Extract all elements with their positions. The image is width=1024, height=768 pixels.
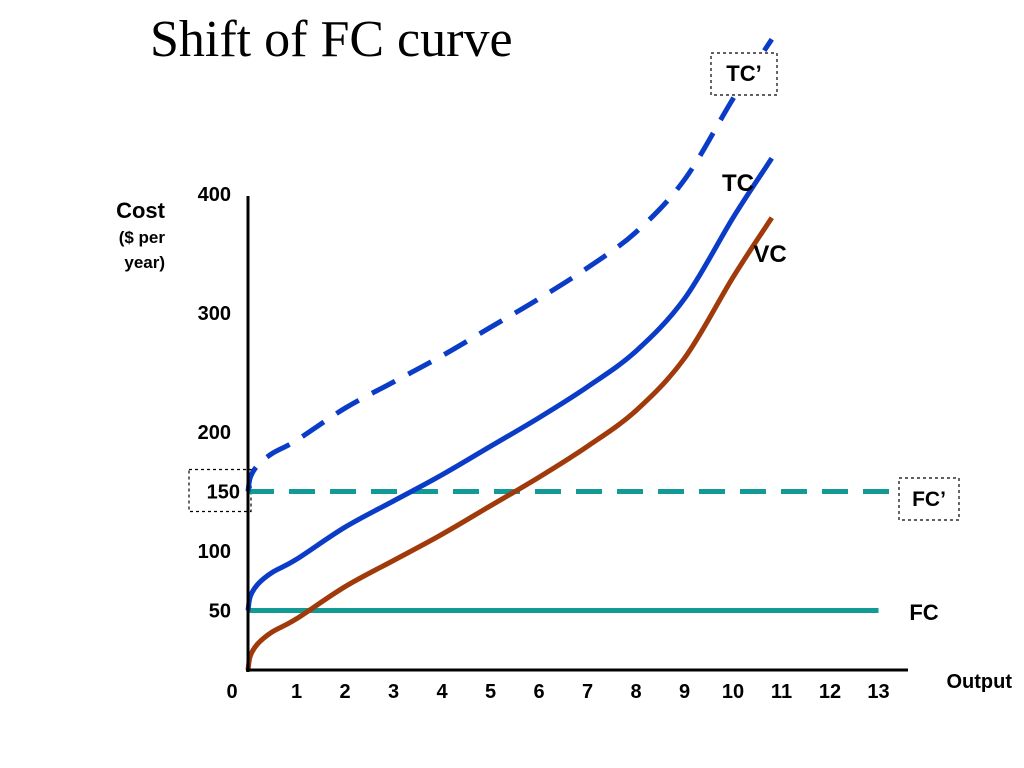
x-tick-label-1: 1 [291,681,302,703]
x-tick-label-3: 3 [388,681,399,703]
y-tick-label-100: 100 [198,541,231,563]
x-axis-label: Output [946,671,1012,693]
series-line-tc [245,156,774,611]
y-tick-label-400: 400 [198,184,231,206]
series-label-box-fc-prime [898,477,960,521]
x-tick-label-12: 12 [819,681,841,703]
series-layer [245,37,903,671]
x-tick-label-5: 5 [485,681,496,703]
series-label-fc-prime: FC’ [912,488,946,511]
y-tick-label-150: 150 [207,482,240,504]
y-axis-label-line-3: year) [124,253,165,272]
series-label-fc: FC [909,600,938,625]
y-tick-label-300: 300 [198,303,231,325]
y-tick-label-50: 50 [209,601,231,623]
y-axis-label-line-2: ($ per [119,228,166,247]
y-tick-labels: 50 100 200 300 400 150 [188,184,252,623]
x-tick-label-4: 4 [436,681,448,703]
x-tick-label-2: 2 [339,681,350,703]
x-tick-label-8: 8 [630,681,641,703]
y-tick-highlight-box [188,468,252,513]
x-tick-label-6: 6 [533,681,544,703]
x-tick-labels: 1 2 3 4 5 6 7 8 9 10 11 12 13 [291,681,890,703]
x-tick-label-11: 11 [771,681,792,703]
series-labels: FC FC’ VC TC TC’ [710,52,960,625]
y-axis-label-line-1: Cost [116,198,166,223]
series-label-box-tc-prime [710,52,778,96]
y-axis-label: Cost ($ per year) [116,198,166,272]
chart-title: Shift of FC curve [150,11,513,68]
series-label-tc: TC [722,170,754,197]
x-tick-label-7: 7 [582,681,593,703]
x-tick-label-13: 13 [867,681,889,703]
x-tick-label-10: 10 [722,681,744,703]
axes [246,196,908,672]
y-tick-label-200: 200 [198,422,231,444]
series-line-vc [245,216,774,671]
series-label-tc-prime: TC’ [726,61,761,86]
x-origin-label: 0 [226,681,237,703]
series-label-vc: VC [753,241,786,268]
x-tick-label-9: 9 [679,681,690,703]
series-line-tc-prime [245,37,774,492]
